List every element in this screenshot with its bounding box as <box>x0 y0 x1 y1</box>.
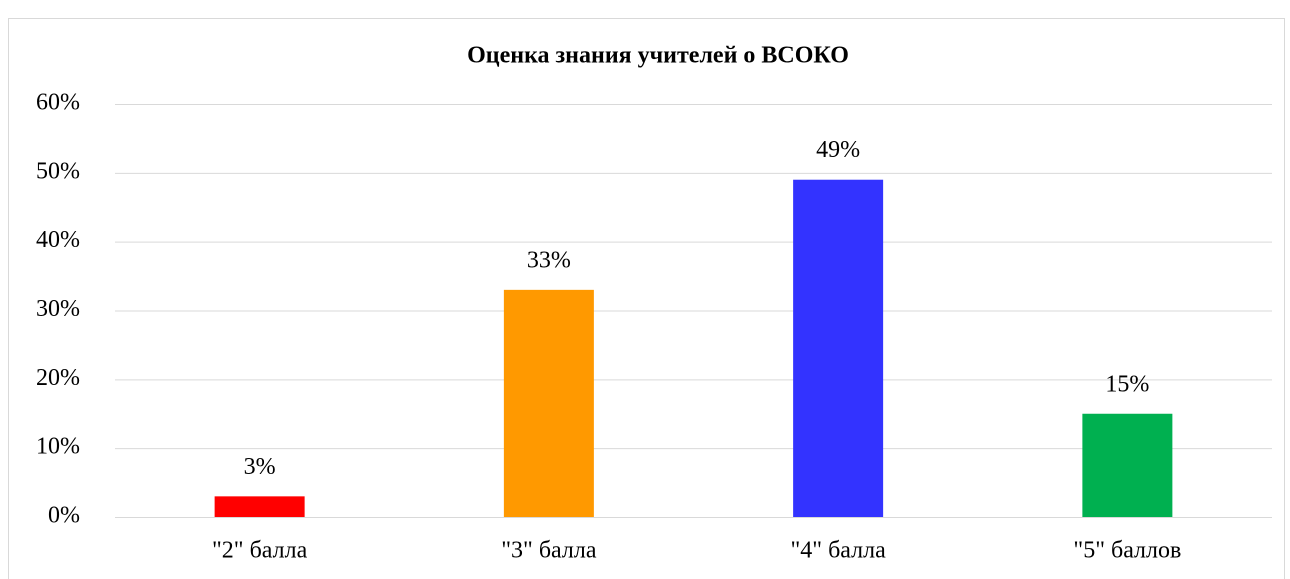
y-tick-label: 20% <box>36 365 80 391</box>
value-label: 49% <box>816 137 860 163</box>
value-label: 33% <box>527 247 571 273</box>
chart-title: Оценка знания учителей о ВСОКО <box>467 43 849 69</box>
y-tick-label: 40% <box>36 227 80 253</box>
x-tick-label: "4" балла <box>790 538 886 564</box>
y-tick-label: 50% <box>36 158 80 184</box>
chart-border <box>8 18 1285 579</box>
y-tick-label: 10% <box>36 434 80 460</box>
value-label: 3% <box>244 454 276 480</box>
x-tick-label: "2" балла <box>212 538 308 564</box>
x-tick-label: "5" баллов <box>1073 538 1181 564</box>
bar <box>1082 413 1173 517</box>
y-tick-label: 60% <box>36 90 80 116</box>
bar <box>503 289 594 517</box>
bar <box>793 179 884 517</box>
y-tick-label: 30% <box>36 296 80 322</box>
value-label: 15% <box>1105 371 1149 397</box>
x-tick-label: "3" балла <box>501 538 597 564</box>
y-tick-label: 0% <box>48 503 80 529</box>
bar <box>214 496 305 517</box>
